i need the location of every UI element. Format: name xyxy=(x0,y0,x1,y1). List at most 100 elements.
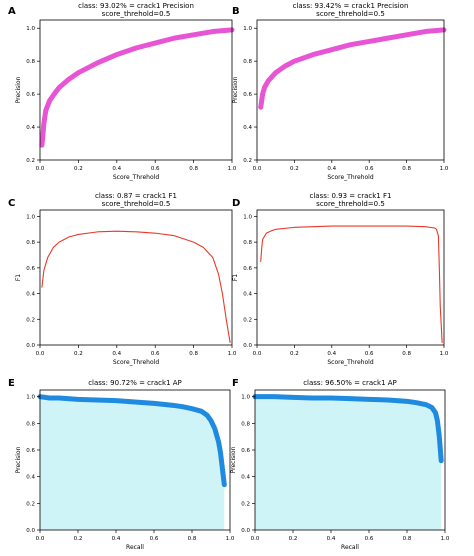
y-tick-label: 0.0 xyxy=(26,528,35,534)
y-tick-label: 1.0 xyxy=(241,395,250,401)
axes-frame xyxy=(256,19,445,161)
x-tick-label: 0.0 xyxy=(36,166,45,172)
axes-frame xyxy=(39,209,233,346)
area-fill xyxy=(40,396,225,530)
x-tick-label: 0.8 xyxy=(403,536,412,542)
chart-title: class: 90.72% = crack1 AP xyxy=(88,379,182,387)
x-tick-label: 0.2 xyxy=(289,536,298,542)
y-tick-label: 1.0 xyxy=(26,395,35,401)
panel-letter: B xyxy=(232,6,240,17)
y-tick-label: 0.2 xyxy=(26,158,35,164)
x-tick-label: 0.6 xyxy=(365,536,374,542)
x-tick-label: 0.6 xyxy=(365,166,374,172)
x-tick-label: 0.4 xyxy=(112,166,121,172)
chart-title: class: 0.93 = crack1 F1 xyxy=(310,192,392,200)
y-tick-label: 0.4 xyxy=(26,475,35,481)
x-tick-label: 1.0 xyxy=(440,166,449,172)
x-tick-label: 0.6 xyxy=(151,166,160,172)
x-tick-label: 1.0 xyxy=(228,166,237,172)
y-axis-label: F1 xyxy=(15,274,22,281)
y-tick-label: 1.0 xyxy=(243,26,252,32)
x-tick-label: 0.0 xyxy=(251,536,260,542)
y-tick-label: 0.6 xyxy=(26,266,35,272)
y-tick-label: 0.4 xyxy=(243,292,252,298)
x-axis-label: Score_Threhold xyxy=(327,359,373,366)
chart-subtitle: score_threhold=0.5 xyxy=(102,200,171,208)
x-tick-label: 0.8 xyxy=(188,536,197,542)
y-tick-label: 0.0 xyxy=(243,343,252,349)
y-tick-label: 0.8 xyxy=(241,421,250,427)
panel-letter: A xyxy=(8,6,16,17)
y-axis-label: Precision xyxy=(15,76,22,103)
panel-letter: E xyxy=(8,378,15,389)
y-axis-label: Precision xyxy=(15,446,22,473)
x-tick-label: 0.4 xyxy=(112,351,121,357)
y-tick-label: 0.2 xyxy=(241,501,250,507)
x-axis-label: Recall xyxy=(341,544,359,551)
x-axis-label: Recall xyxy=(126,544,144,551)
x-tick-label: 0.0 xyxy=(36,351,45,357)
x-tick-label: 0.8 xyxy=(189,166,198,172)
chart-subtitle: score_threhold=0.5 xyxy=(316,200,385,208)
chart-title: class: 93.42% = crack1 Precision xyxy=(293,2,409,10)
y-tick-label: 0.4 xyxy=(26,125,35,131)
y-tick-label: 0.2 xyxy=(243,317,252,323)
x-axis-label: Score_Threhold xyxy=(327,174,373,181)
y-tick-label: 0.4 xyxy=(26,292,35,298)
chart-subtitle: score_threhold=0.5 xyxy=(102,10,171,18)
panel-letter: F xyxy=(232,378,239,389)
x-tick-label: 0.4 xyxy=(327,166,336,172)
y-tick-label: 0.8 xyxy=(26,421,35,427)
x-tick-label: 0.0 xyxy=(253,166,262,172)
x-tick-label: 0.4 xyxy=(112,536,121,542)
x-tick-label: 0.8 xyxy=(189,351,198,357)
y-axis-label: F1 xyxy=(232,274,239,281)
series-line xyxy=(252,394,444,464)
x-axis-label: Score_Threhold xyxy=(113,359,159,366)
series-line xyxy=(37,394,227,488)
x-tick-label: 0.4 xyxy=(327,351,336,357)
axes-frame xyxy=(256,209,445,346)
x-tick-label: 0.6 xyxy=(365,351,374,357)
chart-subtitle: score_threhold=0.5 xyxy=(316,10,385,18)
y-tick-label: 0.8 xyxy=(243,59,252,65)
y-tick-label: 0.6 xyxy=(243,266,252,272)
y-tick-label: 1.0 xyxy=(26,214,35,220)
y-tick-label: 0.0 xyxy=(241,528,250,534)
x-tick-label: 0.2 xyxy=(290,351,299,357)
axes-frame xyxy=(39,389,231,531)
y-tick-label: 0.6 xyxy=(26,448,35,454)
x-tick-label: 1.0 xyxy=(440,351,449,357)
y-tick-label: 0.2 xyxy=(243,158,252,164)
chart-title: class: 96.50% = crack1 AP xyxy=(303,379,397,387)
x-tick-label: 0.4 xyxy=(327,536,336,542)
y-axis-label: Precision xyxy=(232,76,239,103)
y-tick-label: 0.8 xyxy=(243,240,252,246)
x-tick-label: 1.0 xyxy=(228,351,237,357)
series-line xyxy=(39,27,235,148)
axes-frame xyxy=(39,19,233,161)
series-line xyxy=(41,230,231,343)
area-fill xyxy=(255,396,442,530)
series-line xyxy=(260,225,443,343)
panel-letter: C xyxy=(8,198,15,209)
x-tick-label: 1.0 xyxy=(441,536,450,542)
y-tick-label: 1.0 xyxy=(243,214,252,220)
y-tick-label: 0.2 xyxy=(26,501,35,507)
y-tick-label: 0.2 xyxy=(26,317,35,323)
x-tick-label: 0.8 xyxy=(402,166,411,172)
x-tick-label: 0.2 xyxy=(74,166,83,172)
chart-title: class: 0.87 = crack1 F1 xyxy=(95,192,177,200)
chart-title: class: 93.02% = crack1 Precision xyxy=(78,2,194,10)
y-tick-label: 1.0 xyxy=(26,26,35,32)
y-axis-label: Precision xyxy=(230,446,237,473)
x-tick-label: 0.8 xyxy=(402,351,411,357)
panel-letter: D xyxy=(232,198,240,209)
